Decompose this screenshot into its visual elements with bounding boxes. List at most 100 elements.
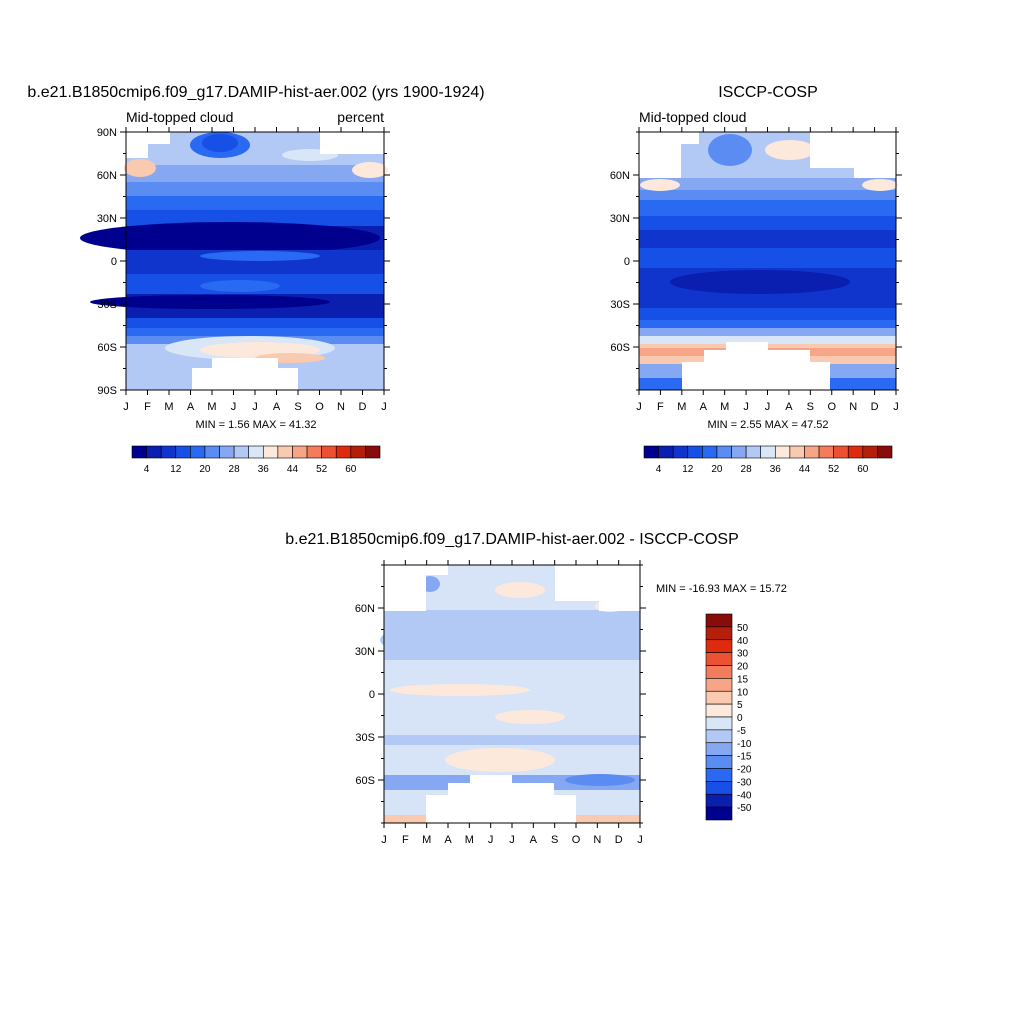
field-band-35n (639, 200, 896, 216)
colorbar-box (658, 445, 674, 459)
colorbar-box (365, 445, 381, 459)
field-band-20n (384, 660, 640, 678)
field-edge-positive-left (384, 815, 426, 823)
x-tick-label: M (164, 401, 173, 413)
x-tick-label: F (657, 401, 664, 413)
colorbar-box (705, 716, 733, 731)
x-tick-label: J (743, 401, 749, 413)
colorbar-box (321, 445, 337, 459)
x-tick-label: J (381, 834, 387, 846)
field-band-45s (126, 318, 384, 328)
y-tick-label: 90S (97, 385, 117, 397)
panel-obs: ISCCP-COSP Mid-topped cloud (610, 84, 902, 475)
colorbar-box (233, 445, 250, 459)
y-tick-label: 60N (355, 603, 375, 615)
colorbar-box (146, 445, 162, 459)
colorbar-box (248, 445, 264, 459)
colorbar-box (219, 445, 235, 459)
field-missing-s (192, 368, 298, 390)
colorbar-label: 36 (258, 464, 270, 475)
x-tick-label: F (144, 401, 151, 413)
y-tick-label: 90N (97, 127, 117, 139)
field-band-35s (384, 735, 640, 745)
colorbar-box (204, 445, 220, 459)
x-tick-label: A (530, 834, 538, 846)
field-band-25n (639, 216, 896, 230)
y-tick-label: 0 (111, 256, 117, 268)
colorbar-box (705, 742, 733, 756)
field-missing-nw2 (426, 565, 448, 575)
field-arctic-warm-left (640, 179, 680, 191)
x-tick-label: A (273, 401, 281, 413)
field-missing-s (682, 362, 830, 390)
x-tick-label: S (807, 401, 814, 413)
x-tick-label: A (700, 401, 708, 413)
panel-model: b.e21.B1850cmip6.f09_g17.DAMIP-hist-aer.… (27, 84, 484, 475)
panel-diff-stats: MIN = -16.93 MAX = 15.72 (656, 583, 787, 595)
colorbar-box (705, 639, 733, 653)
field-band-55n (639, 178, 896, 190)
panel-diff-title: b.e21.B1850cmip6.f09_g17.DAMIP-hist-aer.… (285, 531, 739, 548)
colorbar-label: -50 (737, 803, 752, 814)
field-missing-s2 (704, 350, 810, 362)
field-arctic-warm (765, 140, 815, 160)
y-tick-label: 60N (610, 170, 630, 182)
field-negative-n (380, 618, 620, 662)
colorbar-label: 4 (144, 464, 150, 475)
x-tick-label: D (871, 401, 879, 413)
colorbar-label: -15 (737, 752, 752, 763)
colorbar-box (705, 768, 733, 782)
x-tick-label: O (827, 401, 836, 413)
x-tick-label: N (593, 834, 601, 846)
x-tick-label: J (637, 834, 643, 846)
y-tick-label: 30S (610, 299, 630, 311)
x-tick-label: F (402, 834, 409, 846)
colorbar-box (833, 445, 849, 459)
panel-model-title: b.e21.B1850cmip6.f09_g17.DAMIP-hist-aer.… (27, 84, 484, 101)
colorbar-label: 20 (711, 464, 723, 475)
colorbar-box (731, 445, 747, 459)
y-tick-label: 30N (610, 213, 630, 225)
colorbar-label: 15 (737, 674, 749, 685)
y-tick-label: 60N (97, 170, 117, 182)
field-missing-ne2 (599, 601, 640, 611)
colorbar-box (643, 445, 659, 459)
x-tick-label: J (252, 401, 258, 413)
panel-obs-title: ISCCP-COSP (718, 84, 818, 101)
field-missing-nw2 (681, 132, 699, 144)
field-band-50s (639, 328, 896, 336)
field-band-45n (639, 190, 896, 200)
panel-obs-y-ticks: 60N 30N 0 30S 60S (610, 131, 902, 391)
colorbar-box (705, 806, 733, 821)
field-arctic-core (202, 134, 238, 152)
x-tick-label: A (444, 834, 452, 846)
x-tick-label: S (551, 834, 558, 846)
field-band-60n (126, 165, 384, 185)
field-missing-ne (810, 132, 896, 168)
x-tick-label: D (615, 834, 623, 846)
x-tick-label: D (359, 401, 367, 413)
colorbar-box (705, 613, 733, 628)
colorbar-box (745, 445, 762, 459)
field-arctic-warm-right (352, 162, 388, 178)
colorbar-label: 12 (682, 464, 694, 475)
colorbar-box (862, 445, 878, 459)
colorbar-label: 28 (741, 464, 753, 475)
colorbar-box (335, 445, 352, 459)
x-tick-label: M (720, 401, 729, 413)
field-edge-positive-right (576, 815, 640, 823)
x-tick-label: M (465, 834, 474, 846)
colorbar-box (702, 445, 718, 459)
field-equator-patch (200, 251, 320, 261)
colorbar-box (306, 445, 322, 459)
field-missing-s2 (448, 783, 554, 795)
y-tick-label: 30S (355, 732, 375, 744)
field-missing-s3 (726, 342, 768, 350)
field-arctic-warm-left (124, 159, 156, 177)
panel-model-subtitle-right: percent (337, 109, 384, 125)
x-tick-label: J (636, 401, 642, 413)
colorbar-box (350, 445, 366, 459)
field-band-40n (126, 196, 384, 210)
x-tick-label: J (893, 401, 899, 413)
